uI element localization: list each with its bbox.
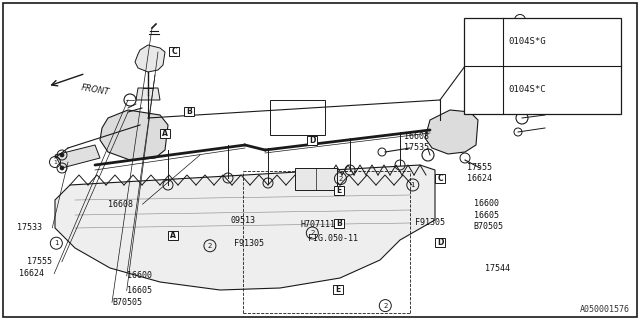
Text: F91305: F91305 <box>234 239 264 248</box>
Text: 16600: 16600 <box>474 199 499 208</box>
Text: F91305: F91305 <box>415 218 445 227</box>
Bar <box>464 18 621 114</box>
Text: E: E <box>335 285 340 294</box>
Text: 16624: 16624 <box>467 174 492 183</box>
Text: 1: 1 <box>54 240 59 246</box>
Text: 16608: 16608 <box>404 132 429 140</box>
Text: A050001576: A050001576 <box>580 305 630 314</box>
Text: 09513: 09513 <box>230 216 255 225</box>
Bar <box>184 107 195 116</box>
Bar <box>334 219 344 228</box>
Text: FIG.050-11: FIG.050-11 <box>308 234 358 243</box>
Text: C: C <box>438 174 443 183</box>
Bar <box>435 174 445 183</box>
Circle shape <box>60 166 64 170</box>
Bar <box>270 100 325 135</box>
Text: FRONT: FRONT <box>81 84 110 97</box>
Text: B: B <box>187 107 192 116</box>
Text: B70505: B70505 <box>474 222 504 231</box>
Bar <box>307 136 317 145</box>
Polygon shape <box>100 110 168 160</box>
Text: 1: 1 <box>53 159 57 164</box>
Bar <box>295 168 337 190</box>
Text: B70505: B70505 <box>112 298 142 307</box>
Text: 2: 2 <box>310 230 314 236</box>
Text: 16605: 16605 <box>474 211 499 220</box>
Text: 2: 2 <box>481 39 486 44</box>
Text: 2: 2 <box>383 303 387 308</box>
Text: 16605: 16605 <box>127 286 152 295</box>
Polygon shape <box>55 165 435 290</box>
Text: 0104S*C: 0104S*C <box>508 85 546 94</box>
Text: B: B <box>337 219 342 228</box>
Text: C: C <box>172 47 177 56</box>
Bar <box>435 238 445 247</box>
Text: D: D <box>437 238 444 247</box>
Text: H707111: H707111 <box>301 220 336 228</box>
Polygon shape <box>495 35 535 72</box>
Text: 2: 2 <box>208 243 212 249</box>
Bar <box>333 285 343 294</box>
Text: 0104S*G: 0104S*G <box>508 37 546 46</box>
Bar <box>334 186 344 195</box>
Text: 17533: 17533 <box>17 223 42 232</box>
Bar <box>160 129 170 138</box>
Text: 1: 1 <box>481 87 486 92</box>
Polygon shape <box>136 88 160 100</box>
Text: 17555: 17555 <box>27 257 52 266</box>
Bar <box>168 231 178 240</box>
Polygon shape <box>55 145 100 168</box>
Text: 16608: 16608 <box>108 200 132 209</box>
Text: E: E <box>337 186 342 195</box>
Text: A: A <box>170 231 176 240</box>
Bar <box>169 47 179 56</box>
Text: 1: 1 <box>410 182 415 188</box>
Text: 17555: 17555 <box>467 163 492 172</box>
Text: A: A <box>162 129 168 138</box>
Text: 17535: 17535 <box>404 143 429 152</box>
Text: 2: 2 <box>518 18 522 22</box>
Polygon shape <box>135 45 165 72</box>
Text: 17544: 17544 <box>485 264 510 273</box>
Text: D: D <box>309 136 316 145</box>
Text: 16600: 16600 <box>127 271 152 280</box>
Polygon shape <box>425 110 478 154</box>
Text: 2: 2 <box>339 176 342 181</box>
Text: 16624: 16624 <box>19 269 44 278</box>
Circle shape <box>60 153 64 157</box>
